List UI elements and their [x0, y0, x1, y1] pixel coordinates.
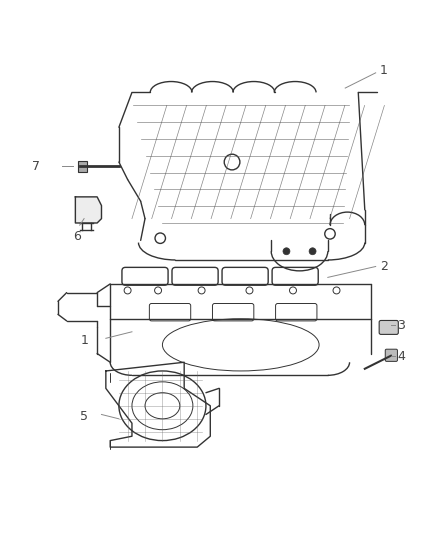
Polygon shape [75, 197, 102, 223]
Text: 2: 2 [380, 260, 388, 273]
Text: 5: 5 [81, 410, 88, 423]
Text: 1: 1 [380, 64, 388, 77]
Text: 3: 3 [397, 319, 405, 332]
Text: 6: 6 [74, 230, 81, 243]
Bar [78, 161, 87, 172]
Text: 7: 7 [32, 160, 40, 173]
Text: 1: 1 [81, 334, 88, 347]
Circle shape [309, 248, 316, 255]
FancyBboxPatch shape [385, 349, 397, 361]
Text: 4: 4 [397, 350, 405, 363]
Circle shape [283, 248, 290, 255]
FancyBboxPatch shape [379, 320, 398, 334]
